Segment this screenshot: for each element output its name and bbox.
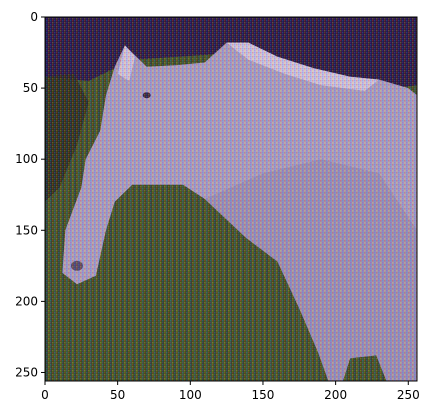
texture-overlay xyxy=(45,17,417,381)
image-area xyxy=(45,17,417,381)
y-tick-label: 150 xyxy=(15,223,38,237)
x-tick-label: 50 xyxy=(110,388,125,402)
y-tick-label: 50 xyxy=(23,81,38,95)
x-tick-label: 200 xyxy=(324,388,347,402)
y-axis: 0 50 100 150 200 250 xyxy=(15,10,45,379)
axes-frame xyxy=(44,16,418,382)
x-tick-label: 250 xyxy=(397,388,420,402)
x-tick-label: 0 xyxy=(41,388,49,402)
x-tick-label: 150 xyxy=(252,388,275,402)
x-tick-label: 100 xyxy=(179,388,202,402)
y-tick-label: 100 xyxy=(15,152,38,166)
x-axis: 0 50 100 150 200 250 xyxy=(41,381,420,402)
y-tick-label: 0 xyxy=(30,10,38,24)
y-tick-label: 250 xyxy=(15,365,38,379)
y-tick-label: 200 xyxy=(15,294,38,308)
